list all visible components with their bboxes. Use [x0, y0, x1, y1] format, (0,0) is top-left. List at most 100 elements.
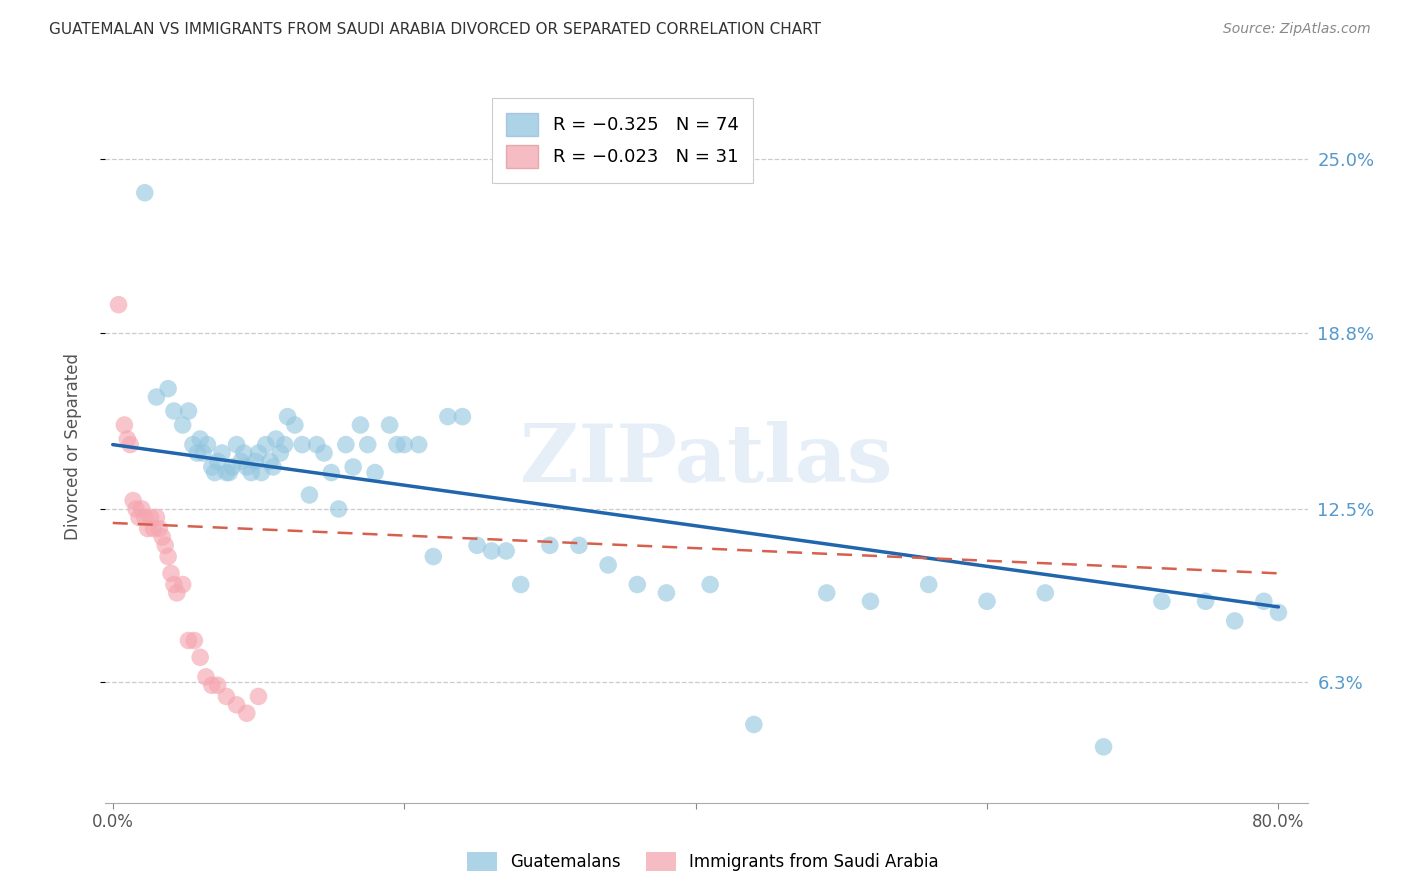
Point — [245, 454, 267, 468]
Point — [232, 446, 254, 460]
Point — [1267, 606, 1289, 620]
Point — [197, 437, 219, 451]
Y-axis label: Divorced or Separated: Divorced or Separated — [63, 352, 82, 540]
Point — [163, 577, 186, 591]
Point — [236, 460, 259, 475]
Point — [157, 382, 180, 396]
Point — [225, 698, 247, 712]
Point — [1150, 594, 1173, 608]
Point — [229, 454, 252, 468]
Point — [183, 633, 205, 648]
Point — [273, 437, 295, 451]
Point — [148, 522, 170, 536]
Point — [305, 437, 328, 451]
Point — [117, 432, 139, 446]
Point — [215, 466, 238, 480]
Point — [254, 437, 277, 451]
Point — [201, 678, 224, 692]
Point — [215, 690, 238, 704]
Point — [145, 510, 167, 524]
Point — [509, 577, 531, 591]
Point — [342, 460, 364, 475]
Point — [357, 437, 380, 451]
Point — [221, 460, 243, 475]
Point — [172, 417, 194, 432]
Legend: Guatemalans, Immigrants from Saudi Arabia: Guatemalans, Immigrants from Saudi Arabi… — [458, 843, 948, 880]
Point — [157, 549, 180, 564]
Point — [312, 446, 335, 460]
Point — [655, 586, 678, 600]
Point — [153, 538, 176, 552]
Point — [240, 466, 263, 480]
Point — [699, 577, 721, 591]
Point — [166, 586, 188, 600]
Point — [1223, 614, 1246, 628]
Point — [859, 594, 882, 608]
Point — [125, 502, 148, 516]
Point — [177, 633, 200, 648]
Point — [188, 432, 211, 446]
Point — [335, 437, 357, 451]
Point — [218, 466, 240, 480]
Point — [918, 577, 941, 591]
Point — [269, 446, 291, 460]
Point — [142, 522, 165, 536]
Point — [1253, 594, 1275, 608]
Point — [136, 522, 159, 536]
Point — [250, 466, 273, 480]
Point — [112, 417, 135, 432]
Point — [188, 650, 211, 665]
Point — [139, 510, 162, 524]
Legend: R = −0.325   N = 74, R = −0.023   N = 31: R = −0.325 N = 74, R = −0.023 N = 31 — [492, 98, 754, 183]
Point — [247, 690, 270, 704]
Point — [298, 488, 321, 502]
Point — [1033, 586, 1056, 600]
Point — [262, 460, 284, 475]
Point — [742, 717, 765, 731]
Point — [277, 409, 299, 424]
Point — [191, 446, 214, 460]
Point — [598, 558, 620, 572]
Point — [626, 577, 648, 591]
Point — [107, 298, 129, 312]
Point — [150, 530, 173, 544]
Point — [122, 493, 145, 508]
Point — [495, 544, 517, 558]
Point — [134, 510, 156, 524]
Point — [163, 404, 186, 418]
Point — [186, 446, 208, 460]
Point — [259, 454, 281, 468]
Point — [422, 549, 444, 564]
Point — [211, 446, 233, 460]
Point — [976, 594, 998, 608]
Point — [207, 678, 229, 692]
Point — [160, 566, 183, 581]
Point — [225, 437, 247, 451]
Point — [385, 437, 408, 451]
Point — [568, 538, 591, 552]
Point — [1092, 739, 1115, 754]
Point — [181, 437, 204, 451]
Point — [128, 510, 150, 524]
Point — [349, 417, 371, 432]
Text: Source: ZipAtlas.com: Source: ZipAtlas.com — [1223, 22, 1371, 37]
Point — [465, 538, 488, 552]
Point — [392, 437, 415, 451]
Point — [134, 186, 156, 200]
Point — [204, 466, 226, 480]
Point — [172, 577, 194, 591]
Point — [195, 670, 218, 684]
Text: GUATEMALAN VS IMMIGRANTS FROM SAUDI ARABIA DIVORCED OR SEPARATED CORRELATION CHA: GUATEMALAN VS IMMIGRANTS FROM SAUDI ARAB… — [49, 22, 821, 37]
Point — [207, 454, 229, 468]
Point — [408, 437, 430, 451]
Point — [120, 437, 142, 451]
Point — [177, 404, 200, 418]
Point — [321, 466, 343, 480]
Point — [247, 446, 270, 460]
Point — [364, 466, 387, 480]
Point — [815, 586, 838, 600]
Point — [437, 409, 460, 424]
Point — [264, 432, 287, 446]
Point — [328, 502, 350, 516]
Point — [1194, 594, 1216, 608]
